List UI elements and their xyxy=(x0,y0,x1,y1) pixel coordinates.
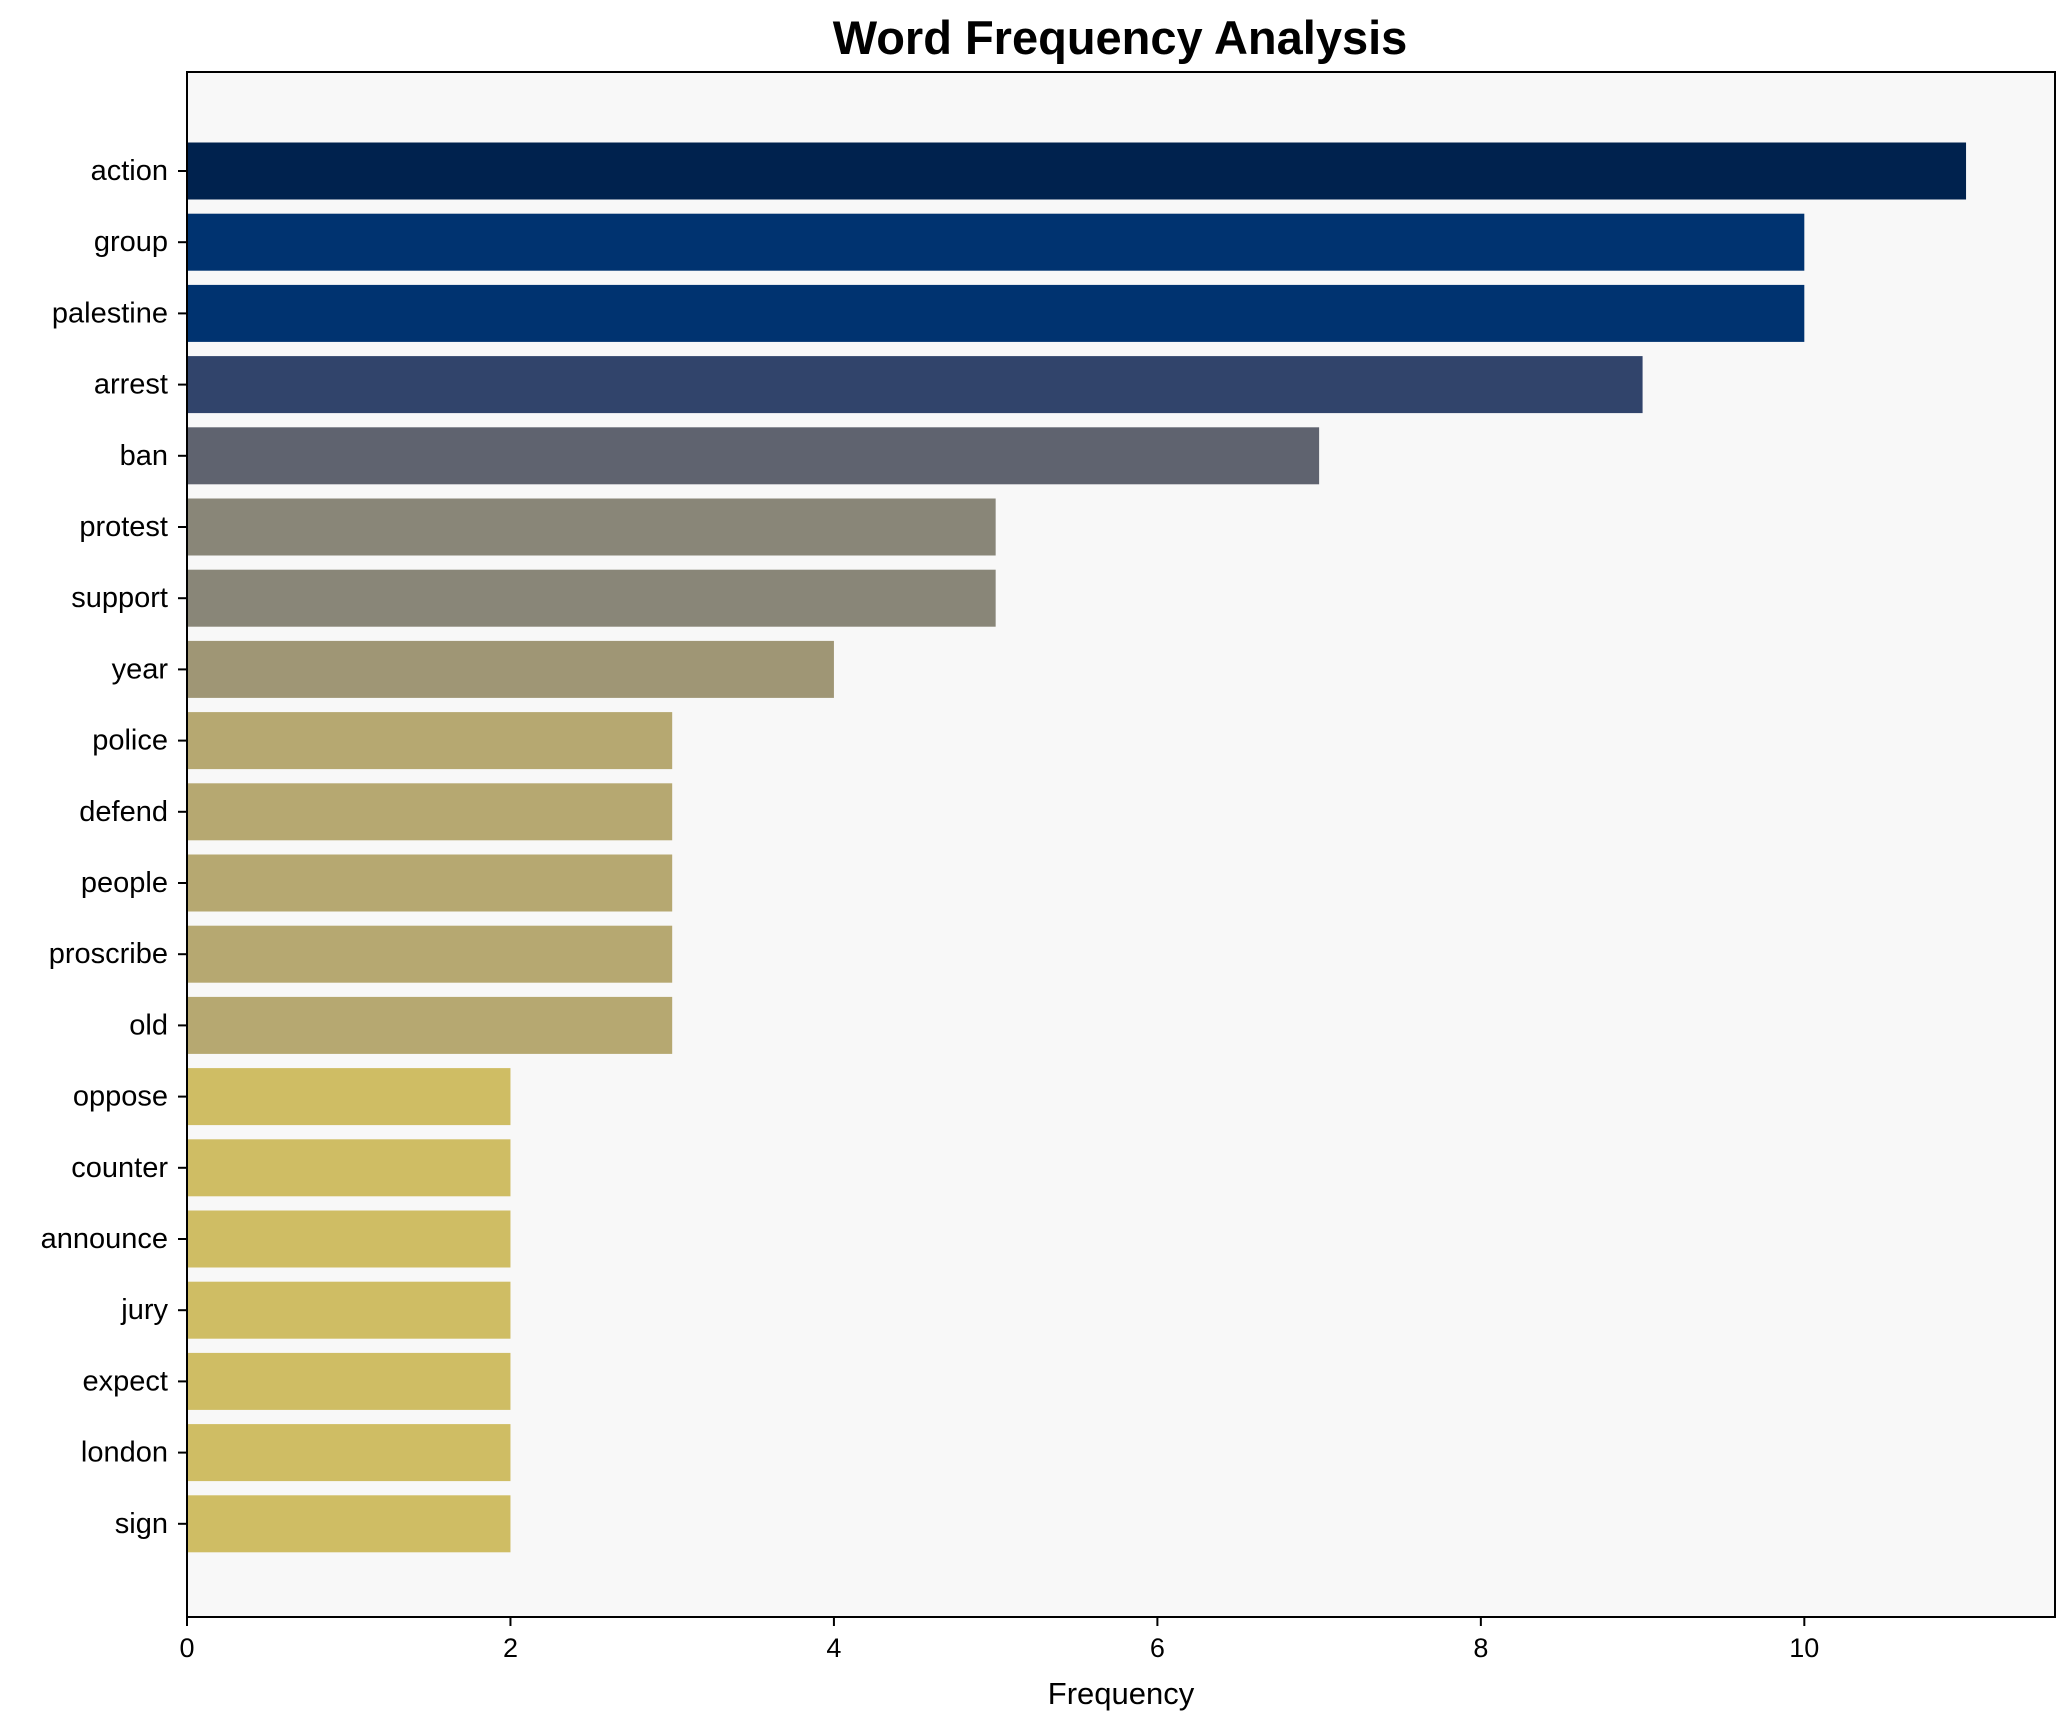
bar-announce xyxy=(187,1210,511,1268)
bars-group xyxy=(187,142,1967,1553)
bar-jury xyxy=(187,1281,511,1339)
chart-title: Word Frequency Analysis xyxy=(833,11,1408,64)
bar-sign xyxy=(187,1495,511,1553)
x-axis: 0 2 4 6 8 10 xyxy=(179,1617,1819,1663)
bar-expect xyxy=(187,1352,511,1410)
y-tick-label-oppose: oppose xyxy=(73,1081,168,1113)
x-tick-label-10: 10 xyxy=(1789,1633,1819,1663)
bar-support xyxy=(187,569,996,627)
bar-defend xyxy=(187,783,673,841)
bar-arrest xyxy=(187,356,1643,414)
bar-police xyxy=(187,712,673,770)
bar-palestine xyxy=(187,284,1805,342)
y-tick-label-ban: ban xyxy=(120,440,168,472)
y-tick-label-protest: protest xyxy=(79,511,168,543)
bar-group xyxy=(187,213,1805,271)
y-tick-label-expect: expect xyxy=(83,1365,168,1397)
y-tick-label-defend: defend xyxy=(79,796,168,828)
bar-year xyxy=(187,640,834,698)
y-tick-label-proscribe: proscribe xyxy=(49,938,168,970)
bar-london xyxy=(187,1424,511,1482)
bar-people xyxy=(187,854,673,912)
y-tick-label-arrest: arrest xyxy=(94,369,168,401)
bar-action xyxy=(187,142,1967,200)
y-tick-label-announce: announce xyxy=(41,1223,168,1255)
y-tick-label-people: people xyxy=(81,867,168,899)
x-tick-label-6: 6 xyxy=(1150,1633,1165,1663)
bar-counter xyxy=(187,1139,511,1197)
y-tick-label-action: action xyxy=(91,155,168,187)
bar-old xyxy=(187,996,673,1054)
bar-protest xyxy=(187,498,996,556)
y-tick-label-old: old xyxy=(129,1009,168,1041)
x-tick-label-4: 4 xyxy=(826,1633,841,1663)
y-tick-label-london: london xyxy=(81,1437,168,1469)
x-axis-label: Frequency xyxy=(1048,1676,1195,1711)
bar-ban xyxy=(187,427,1320,485)
y-tick-label-group: group xyxy=(94,226,168,258)
y-tick-label-counter: counter xyxy=(71,1152,168,1184)
x-tick-label-0: 0 xyxy=(179,1633,194,1663)
y-tick-label-palestine: palestine xyxy=(52,297,168,329)
bar-proscribe xyxy=(187,925,673,983)
y-tick-label-support: support xyxy=(71,582,168,614)
plot-frame xyxy=(186,71,2056,1618)
x-tick-label-2: 2 xyxy=(503,1633,518,1663)
y-axis: action group palestine arrest ban protest supp… xyxy=(41,155,187,1540)
y-tick-label-year: year xyxy=(112,653,169,685)
bar-oppose xyxy=(187,1068,511,1126)
x-tick-label-8: 8 xyxy=(1473,1633,1488,1663)
y-tick-label-police: police xyxy=(92,725,168,757)
y-tick-label-jury: jury xyxy=(120,1294,168,1326)
y-tick-label-sign: sign xyxy=(115,1508,168,1540)
